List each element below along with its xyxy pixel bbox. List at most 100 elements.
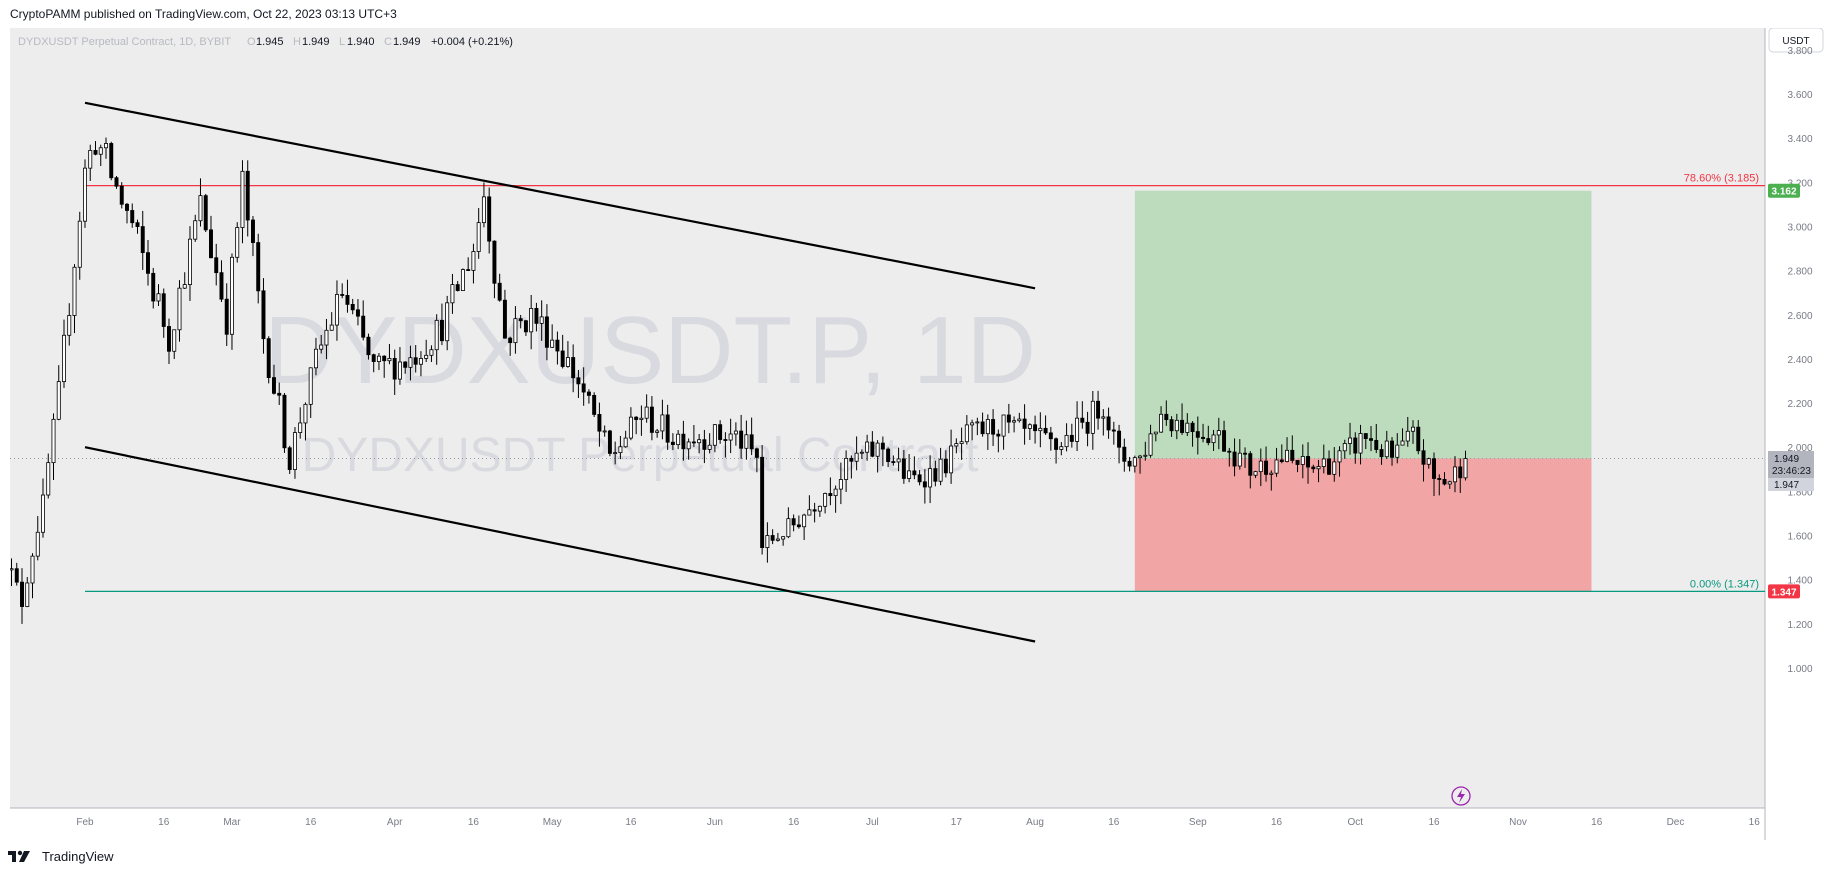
time-axis-tick-label: 16 xyxy=(1271,817,1283,828)
candle-body xyxy=(1096,400,1101,419)
price-axis-tick-label: 1.200 xyxy=(1787,620,1812,631)
channel-lower-trendline[interactable] xyxy=(84,446,1036,643)
time-axis-tick-label: 16 xyxy=(1428,817,1440,828)
target-price-badge: 3.162 xyxy=(1768,183,1800,198)
candle-body xyxy=(807,509,812,516)
price-axis-tick-label: 2.200 xyxy=(1787,399,1812,410)
currency-button-frame[interactable] xyxy=(1768,27,1824,53)
candle-body xyxy=(571,357,576,379)
candle-body xyxy=(912,470,917,476)
position-loss-zone[interactable] xyxy=(1134,458,1592,592)
chart-frame[interactable]: DYDXUSDT.P, 1D DYDXUSDT Perpetual Contra… xyxy=(0,27,1835,840)
candle-body xyxy=(1458,466,1463,479)
candle-body xyxy=(1117,430,1122,448)
lightning-icon-bolt[interactable] xyxy=(1457,789,1465,803)
candle-body xyxy=(775,538,780,541)
candle-body xyxy=(135,222,140,227)
lightning-icon[interactable] xyxy=(1451,786,1471,806)
candle-body xyxy=(670,441,675,446)
candle-body xyxy=(875,442,880,457)
candle-body xyxy=(366,336,371,356)
position-profit-zone[interactable] xyxy=(1134,190,1592,459)
candle-body xyxy=(1332,461,1337,475)
candle-body xyxy=(623,437,628,448)
candle-body xyxy=(324,329,329,346)
candle-body xyxy=(770,535,775,541)
footer-brand-label: TradingView xyxy=(42,848,114,864)
candle-body xyxy=(119,185,124,205)
candle-body xyxy=(62,334,66,383)
candle-body xyxy=(518,318,523,322)
candle-body xyxy=(1075,417,1080,442)
currency-button-label[interactable]: USDT xyxy=(1782,36,1809,47)
candle-body xyxy=(707,444,712,450)
candle-body xyxy=(744,434,749,449)
time-axis-tick-label: 16 xyxy=(1749,817,1761,828)
candle-body xyxy=(749,434,754,450)
candle-body xyxy=(639,417,644,420)
candle-body xyxy=(83,167,87,222)
candle-body xyxy=(1274,459,1279,474)
legend-low-value: 1.940 xyxy=(347,36,375,48)
candle-body xyxy=(1085,421,1090,434)
candle-body xyxy=(235,227,240,258)
channel-upper-trendline[interactable] xyxy=(84,101,1036,290)
price-scale-background[interactable] xyxy=(1765,28,1835,840)
candle-body xyxy=(471,251,476,271)
legend: DYDXUSDT Perpetual Contract, 1D, BYBIT O… xyxy=(18,36,513,48)
candle-body xyxy=(1237,452,1242,467)
candle-body xyxy=(1453,466,1457,483)
lightning-icon-ring[interactable] xyxy=(1451,786,1471,806)
candle-body xyxy=(754,448,759,458)
candle-body xyxy=(1048,432,1053,440)
candle-body xyxy=(277,392,282,396)
candle-body xyxy=(949,445,954,474)
price-axis-tick-label: 1.600 xyxy=(1787,532,1812,543)
time-axis-tick-label: Aug xyxy=(1026,817,1044,828)
candle-body xyxy=(340,294,345,296)
candle-body xyxy=(188,238,192,285)
price-axis-tick-label: 3.000 xyxy=(1787,222,1812,233)
candle-body xyxy=(1369,438,1374,441)
candle-body xyxy=(450,284,455,304)
candle-body xyxy=(786,518,791,538)
currency-button[interactable]: USDT xyxy=(1768,27,1824,53)
candle-body xyxy=(1190,422,1195,432)
candle-body xyxy=(1227,450,1232,453)
candle-body xyxy=(970,422,975,426)
candle-body xyxy=(1390,440,1394,458)
candle-body xyxy=(1054,438,1059,450)
candle-body xyxy=(403,361,408,368)
publisher-bar: CryptoPAMM published on TradingView.com,… xyxy=(0,0,1835,28)
candle-body xyxy=(1321,458,1326,467)
candle-body xyxy=(1269,472,1274,475)
candle-body xyxy=(439,319,444,342)
candle-body xyxy=(1017,418,1022,422)
candle-body xyxy=(676,433,681,446)
price-chart[interactable]: DYDXUSDT.P, 1D DYDXUSDT Perpetual Contra… xyxy=(0,27,1835,840)
candle-body xyxy=(828,493,833,497)
current-price-badge-countdown: 23:46:23 xyxy=(1772,466,1811,477)
candle-body xyxy=(167,326,171,352)
candle-body xyxy=(229,256,234,335)
candle-body xyxy=(1127,460,1132,467)
candle-body xyxy=(1038,427,1043,432)
candle-body xyxy=(282,394,287,449)
candle-body xyxy=(760,456,765,548)
watermark-description: DYDXUSDT Perpetual Contract xyxy=(302,429,979,482)
candle-body xyxy=(859,451,864,454)
candle-body xyxy=(922,481,927,488)
candle-body xyxy=(313,348,318,369)
time-axis-tick-label: 16 xyxy=(1591,817,1603,828)
time-axis-tick-label: Mar xyxy=(223,817,241,828)
candle-body xyxy=(634,416,639,420)
candle-body xyxy=(1311,466,1316,470)
candle-body xyxy=(823,493,828,507)
time-axis-tick-label: Jun xyxy=(707,817,723,828)
candle-body xyxy=(445,302,450,342)
footer-branding[interactable]: TradingView xyxy=(8,846,114,866)
candle-body xyxy=(544,316,549,348)
candle-body xyxy=(240,170,245,228)
candle-body xyxy=(1169,419,1174,432)
candle-body xyxy=(586,391,591,396)
